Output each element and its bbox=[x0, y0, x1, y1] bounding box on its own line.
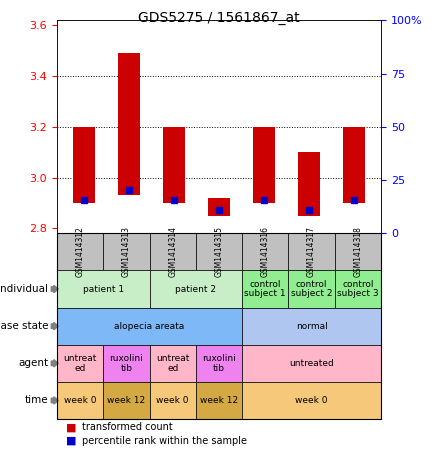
Text: week 0: week 0 bbox=[295, 396, 328, 405]
Text: patient 1: patient 1 bbox=[83, 284, 124, 294]
Text: control
subject 2: control subject 2 bbox=[291, 280, 332, 299]
Text: GSM1414315: GSM1414315 bbox=[215, 226, 223, 277]
Text: ruxolini
tib: ruxolini tib bbox=[110, 354, 143, 373]
Text: control
subject 3: control subject 3 bbox=[337, 280, 379, 299]
Text: individual: individual bbox=[0, 284, 48, 294]
Text: ■: ■ bbox=[66, 436, 76, 446]
Bar bbox=[73, 127, 95, 203]
Text: week 12: week 12 bbox=[107, 396, 145, 405]
Text: GSM1414314: GSM1414314 bbox=[168, 226, 177, 277]
Text: GSM1414317: GSM1414317 bbox=[307, 226, 316, 277]
Bar bbox=[298, 152, 320, 216]
Text: GDS5275 / 1561867_at: GDS5275 / 1561867_at bbox=[138, 11, 300, 25]
Text: GSM1414313: GSM1414313 bbox=[122, 226, 131, 277]
Bar bbox=[163, 127, 185, 203]
Text: transformed count: transformed count bbox=[82, 422, 173, 432]
Text: time: time bbox=[25, 395, 48, 405]
Bar bbox=[253, 127, 275, 203]
Text: GSM1414316: GSM1414316 bbox=[261, 226, 270, 277]
Text: alopecia areata: alopecia areata bbox=[114, 322, 185, 331]
Text: week 12: week 12 bbox=[200, 396, 238, 405]
Text: GSM1414318: GSM1414318 bbox=[353, 226, 362, 277]
Text: week 0: week 0 bbox=[156, 396, 189, 405]
Text: control
subject 1: control subject 1 bbox=[244, 280, 286, 299]
Text: normal: normal bbox=[296, 322, 328, 331]
Text: untreated: untreated bbox=[289, 359, 334, 368]
Bar bbox=[208, 198, 230, 216]
Text: ruxolini
tib: ruxolini tib bbox=[202, 354, 236, 373]
Text: untreat
ed: untreat ed bbox=[156, 354, 189, 373]
Text: untreat
ed: untreat ed bbox=[64, 354, 97, 373]
Text: week 0: week 0 bbox=[64, 396, 96, 405]
Bar bbox=[118, 53, 140, 195]
Text: ■: ■ bbox=[66, 422, 76, 432]
Text: patient 2: patient 2 bbox=[175, 284, 216, 294]
Text: disease state: disease state bbox=[0, 321, 48, 331]
Text: percentile rank within the sample: percentile rank within the sample bbox=[82, 436, 247, 446]
Text: agent: agent bbox=[18, 358, 48, 368]
Bar bbox=[343, 127, 365, 203]
Text: GSM1414312: GSM1414312 bbox=[76, 226, 85, 277]
